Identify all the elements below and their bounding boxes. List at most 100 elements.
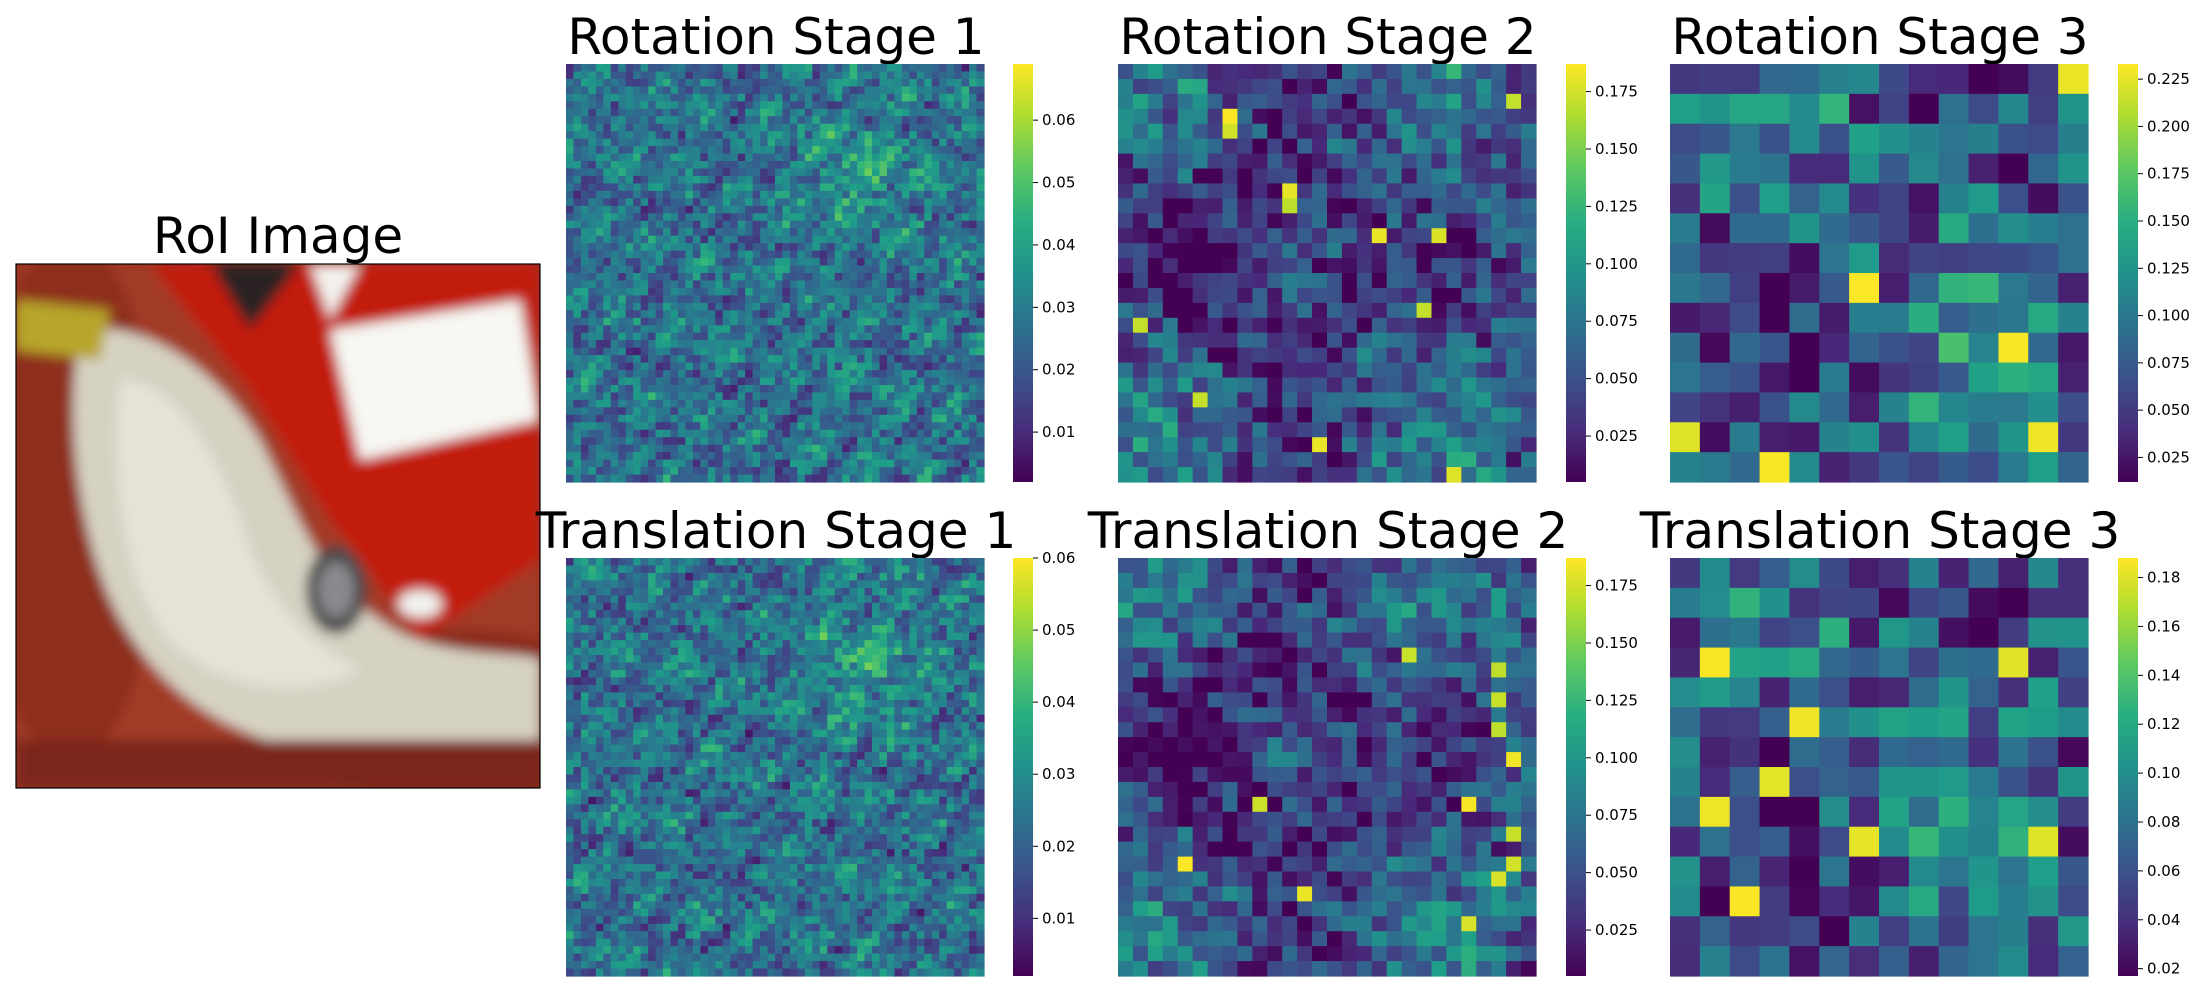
heatmap-cell bbox=[834, 273, 843, 282]
heatmap-cell bbox=[677, 587, 687, 596]
heatmap-cell bbox=[573, 610, 582, 619]
heatmap-cell bbox=[797, 213, 806, 222]
heatmap-cell bbox=[745, 647, 754, 656]
heatmap-cell bbox=[894, 407, 903, 416]
heatmap-cell bbox=[976, 310, 985, 319]
heatmap-cell bbox=[648, 362, 657, 371]
heatmap-cell bbox=[939, 213, 948, 222]
heatmap-cell bbox=[879, 93, 888, 102]
heatmap-cell bbox=[715, 558, 724, 567]
heatmap-cell bbox=[1147, 138, 1164, 155]
heatmap-cell bbox=[737, 392, 746, 401]
heatmap-cell bbox=[655, 429, 664, 438]
heatmap-cell bbox=[722, 444, 731, 453]
heatmap-cell bbox=[1132, 108, 1149, 125]
heatmap-cell bbox=[618, 317, 627, 326]
heatmap-cell bbox=[1938, 153, 1970, 185]
heatmap-cell bbox=[886, 399, 896, 408]
heatmap-cell bbox=[752, 558, 761, 567]
heatmap-cell bbox=[737, 467, 746, 476]
heatmap-cell bbox=[969, 414, 978, 423]
heatmap-cell bbox=[946, 93, 955, 102]
heatmap-cell bbox=[655, 310, 664, 319]
heatmap-cell bbox=[685, 116, 694, 125]
heatmap-cell bbox=[1162, 123, 1179, 140]
heatmap-cell bbox=[640, 101, 649, 110]
heatmap-cell bbox=[1386, 228, 1403, 244]
heatmap-cell bbox=[640, 302, 649, 311]
heatmap-cell bbox=[692, 602, 701, 611]
heatmap-cell bbox=[640, 558, 649, 567]
heatmap-cell bbox=[752, 228, 761, 237]
heatmap-cell bbox=[931, 474, 940, 483]
heatmap-cell bbox=[730, 444, 739, 453]
heatmap-cell bbox=[692, 205, 701, 214]
heatmap-cell bbox=[797, 325, 806, 334]
heatmap-cell bbox=[730, 587, 739, 596]
heatmap-cell bbox=[782, 558, 791, 567]
heatmap-cell bbox=[909, 198, 918, 207]
heatmap-cell bbox=[700, 302, 709, 311]
heatmap-cells bbox=[566, 558, 985, 977]
heatmap-cell bbox=[595, 250, 604, 259]
heatmap-cell bbox=[939, 295, 948, 304]
heatmap-cell bbox=[1267, 108, 1283, 125]
heatmap-cell bbox=[924, 220, 933, 229]
heatmap-cell bbox=[1386, 258, 1403, 274]
heatmap-cell bbox=[610, 355, 619, 364]
heatmap-cell bbox=[580, 407, 589, 416]
heatmap-cell bbox=[603, 640, 612, 649]
heatmap-cell bbox=[625, 474, 634, 483]
heatmap-cell bbox=[1416, 273, 1433, 289]
heatmap-cell bbox=[633, 175, 642, 185]
heatmap-cell bbox=[976, 414, 985, 423]
heatmap-cell bbox=[670, 258, 679, 267]
heatmap-cell bbox=[692, 310, 701, 319]
heatmap-cell bbox=[939, 168, 948, 177]
heatmap-cell bbox=[842, 131, 851, 140]
heatmap-cell bbox=[969, 399, 978, 408]
heatmap-cell bbox=[1252, 452, 1268, 468]
heatmap-cell bbox=[670, 632, 679, 641]
heatmap-cell bbox=[969, 138, 978, 147]
heatmap-cell bbox=[789, 168, 798, 177]
heatmap-cell bbox=[595, 565, 604, 574]
heatmap-cell bbox=[580, 86, 589, 95]
heatmap-cell bbox=[1297, 138, 1313, 155]
heatmap-cell bbox=[745, 310, 754, 319]
heatmap-cell bbox=[1118, 347, 1134, 364]
heatmap-cell bbox=[640, 632, 649, 641]
heatmap-cell bbox=[961, 422, 970, 431]
heatmap-cell bbox=[1386, 183, 1403, 199]
heatmap-cell bbox=[752, 198, 761, 207]
heatmap-cell bbox=[700, 429, 709, 438]
heatmap-cell bbox=[976, 64, 985, 73]
heatmap-cell bbox=[663, 287, 672, 296]
heatmap-cell bbox=[760, 168, 769, 177]
heatmap-cell bbox=[715, 572, 724, 581]
heatmap-cell bbox=[677, 655, 687, 664]
heatmap-cell bbox=[1819, 362, 1850, 394]
heatmap-cell bbox=[901, 655, 910, 664]
heatmap-cell bbox=[886, 459, 896, 468]
heatmap-cell bbox=[625, 168, 634, 177]
heatmap-cell bbox=[573, 399, 582, 408]
heatmap-cell bbox=[715, 213, 724, 222]
heatmap-cell bbox=[834, 452, 843, 461]
heatmap-cell bbox=[663, 452, 672, 461]
heatmap-cell bbox=[827, 407, 836, 416]
heatmap-cell bbox=[580, 280, 589, 289]
heatmap-cell bbox=[775, 123, 784, 132]
heatmap-cell bbox=[864, 595, 873, 604]
heatmap-cell bbox=[1147, 183, 1164, 199]
heatmap-cell bbox=[760, 602, 769, 611]
heatmap-cell bbox=[931, 101, 940, 110]
heatmap-cell bbox=[767, 175, 776, 185]
heatmap-cell bbox=[573, 332, 582, 341]
heatmap-cell bbox=[879, 362, 888, 371]
heatmap-cell bbox=[879, 444, 888, 453]
heatmap-cell bbox=[1327, 138, 1343, 155]
heatmap-cell bbox=[901, 347, 910, 356]
heatmap-cell bbox=[894, 168, 903, 177]
heatmap-cell bbox=[595, 610, 604, 619]
